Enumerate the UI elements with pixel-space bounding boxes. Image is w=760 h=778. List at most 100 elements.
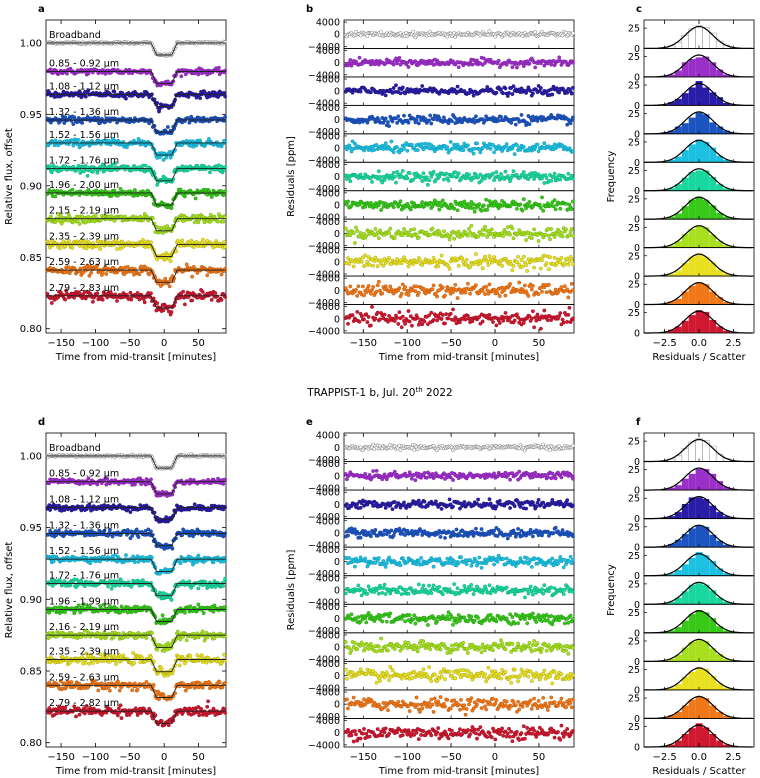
res-point xyxy=(558,311,563,315)
res-point xyxy=(535,142,540,147)
res-point xyxy=(481,232,486,237)
res-point xyxy=(397,286,402,290)
res-ytick-label: 4000 xyxy=(316,217,340,228)
res-point xyxy=(355,309,360,314)
hist-bar xyxy=(695,112,703,134)
res-point xyxy=(512,318,517,323)
res-point xyxy=(563,284,567,289)
panel-label-b: b xyxy=(306,4,313,15)
res-point xyxy=(365,320,370,324)
hist-bar xyxy=(688,199,696,220)
res-point xyxy=(539,326,543,331)
res-point xyxy=(509,121,514,125)
res-point xyxy=(545,227,550,231)
res-point xyxy=(447,267,452,271)
res-point xyxy=(480,227,485,232)
lc-point xyxy=(190,298,195,303)
lc-point xyxy=(142,300,147,305)
res-point xyxy=(430,226,435,231)
res-point xyxy=(485,85,490,89)
res-point xyxy=(431,317,436,322)
res-point xyxy=(378,317,382,322)
lc-xtick-label: 50 xyxy=(192,338,205,349)
res-point xyxy=(390,119,395,124)
res-point xyxy=(471,176,476,180)
lc-xlabel: Time from mid-transit [minutes] xyxy=(55,352,217,363)
res-point xyxy=(484,228,488,233)
res-ytick-label: 0 xyxy=(334,87,340,98)
res-point xyxy=(479,178,484,183)
res-point xyxy=(524,263,528,267)
res-point xyxy=(406,65,411,69)
hist-series-3 xyxy=(644,111,753,135)
res-point xyxy=(358,231,363,235)
hist-bar xyxy=(702,114,710,134)
res-xtick-label: −50 xyxy=(441,338,462,349)
hist-ytick-label: 0 xyxy=(634,329,640,340)
lc-point xyxy=(184,262,189,267)
lc-series-label: 1.96 - 2.00 µm xyxy=(49,180,119,191)
res-point xyxy=(487,312,492,317)
res-point xyxy=(373,227,378,231)
res-point xyxy=(364,290,369,295)
res-ytick-label: 4000 xyxy=(316,18,340,29)
res-point xyxy=(571,31,575,36)
res-point xyxy=(417,61,422,66)
res-point xyxy=(370,288,374,292)
res-point xyxy=(421,286,426,291)
lc-point xyxy=(91,299,95,304)
res-point xyxy=(391,205,396,210)
res-xtick-label: 50 xyxy=(533,338,546,349)
hist-bar xyxy=(674,126,682,134)
res-point xyxy=(503,310,508,315)
lc-point xyxy=(80,121,85,125)
res-point xyxy=(511,263,516,268)
res-xtick-label: 0 xyxy=(492,338,498,349)
res-point xyxy=(391,150,396,155)
res-point xyxy=(471,93,476,98)
res-series-9 xyxy=(343,279,575,300)
res-point xyxy=(383,284,388,289)
res-point xyxy=(487,254,492,259)
res-point xyxy=(441,229,446,234)
res-point xyxy=(547,233,551,238)
res-point xyxy=(485,259,490,264)
res-point xyxy=(565,319,570,324)
res-ytick-label: 0 xyxy=(334,229,340,240)
res-point xyxy=(505,225,510,230)
lc-point xyxy=(100,270,105,275)
res-point xyxy=(484,284,488,289)
res-point xyxy=(406,309,411,313)
res-point xyxy=(571,176,575,181)
res-point xyxy=(568,121,573,126)
lc-point xyxy=(223,40,228,45)
res-point xyxy=(531,91,535,96)
res-point xyxy=(374,289,379,294)
hist-bar xyxy=(688,144,696,163)
res-point xyxy=(431,117,436,122)
res-point xyxy=(485,235,490,239)
res-ytick-label: 4000 xyxy=(316,103,340,114)
res-point xyxy=(457,320,462,325)
res-point xyxy=(517,280,522,285)
hist-xlabel: Residuals / Scatter xyxy=(652,352,746,363)
res-point xyxy=(465,281,470,286)
res-point xyxy=(421,171,426,176)
res-point xyxy=(351,264,356,269)
res-point xyxy=(383,116,388,121)
res-point xyxy=(440,198,445,203)
res-point xyxy=(485,288,490,293)
res-point xyxy=(540,195,544,200)
lc-point xyxy=(216,65,221,70)
res-point xyxy=(357,55,362,60)
res-point xyxy=(470,62,475,67)
res-point xyxy=(417,258,422,263)
lc-xtick-label: 0 xyxy=(161,338,167,349)
res-point xyxy=(354,225,358,230)
lc-series-label: 2.15 - 2.19 µm xyxy=(49,206,119,217)
res-point xyxy=(368,291,373,296)
res-point xyxy=(416,235,421,240)
res-point xyxy=(429,310,434,315)
res-xlabel: Time from mid-transit [minutes] xyxy=(378,352,540,363)
res-point xyxy=(515,65,519,70)
